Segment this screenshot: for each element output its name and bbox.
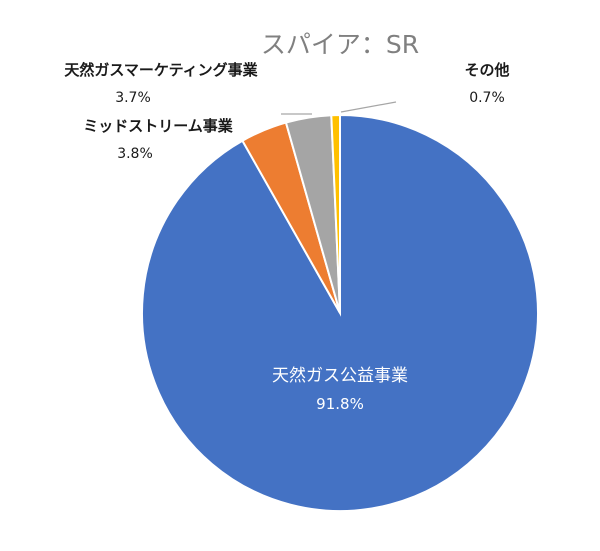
pie-slices (141, 113, 539, 512)
slice-value-3: 3.7% (115, 90, 151, 106)
slice-label-1: 天然ガス公益事業 (272, 366, 408, 386)
leader-line-4 (340, 101, 397, 113)
chart-title: スパイア：SR (261, 30, 419, 59)
slice-label-4: その他 (464, 61, 509, 79)
slice-value-2: 3.8% (117, 146, 153, 162)
slice-label-3: 天然ガスマーケティング事業 (64, 61, 258, 79)
slice-value-1: 91.8% (316, 395, 364, 413)
leader-lines (281, 101, 397, 115)
slice-label-2: ミッドストリーム事業 (83, 117, 234, 135)
slice-value-4: 0.7% (469, 90, 505, 106)
slice-labels: 天然ガス公益事業 91.8% ミッドストリーム事業 3.8% 天然ガスマーケティング事業… (64, 61, 509, 413)
pie-slice-4 (330, 113, 341, 314)
